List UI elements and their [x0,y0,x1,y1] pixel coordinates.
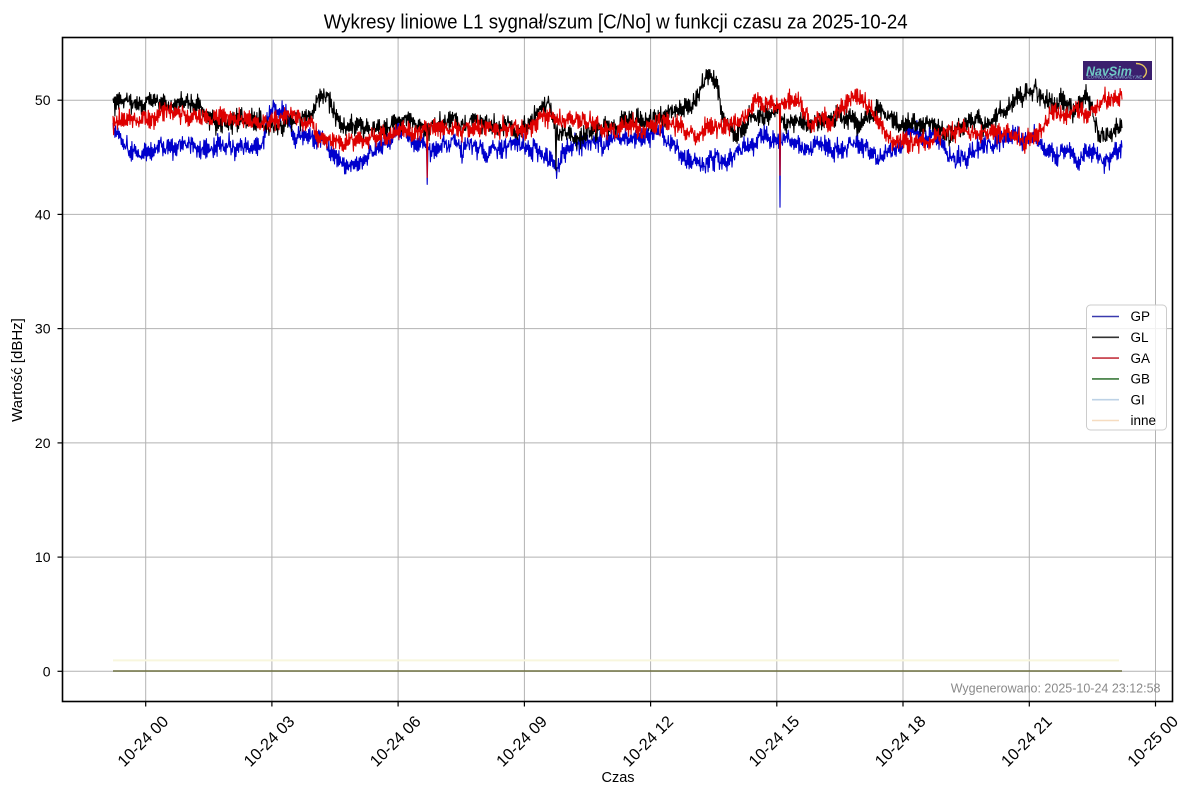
svg-text:50: 50 [35,92,51,108]
svg-text:Czas: Czas [601,770,634,786]
svg-text:10: 10 [35,549,51,565]
svg-text:GL: GL [1131,330,1150,345]
svg-text:30: 30 [35,321,51,337]
svg-text:0: 0 [43,663,51,679]
svg-text:20: 20 [35,435,51,451]
svg-text:40: 40 [35,206,51,222]
svg-text:GI: GI [1131,392,1145,407]
svg-text:GA: GA [1131,351,1151,366]
svg-text:Wykresy liniowe L1 sygnał/szum: Wykresy liniowe L1 sygnał/szum [C/No] w … [324,11,908,34]
svg-text:inne: inne [1131,413,1157,428]
svg-text:GP: GP [1131,309,1151,324]
svg-text:Wygenerowano: 2025-10-24 23:12: Wygenerowano: 2025-10-24 23:12:58 [951,682,1161,696]
svg-text:NavSim: NavSim [1086,65,1132,79]
svg-text:Wartość [dBHz]: Wartość [dBHz] [9,318,26,422]
svg-text:GB: GB [1131,372,1151,387]
svg-text:TECHNOLOGIE NAWIGACYJNE: TECHNOLOGIE NAWIGACYJNE [1086,75,1142,80]
